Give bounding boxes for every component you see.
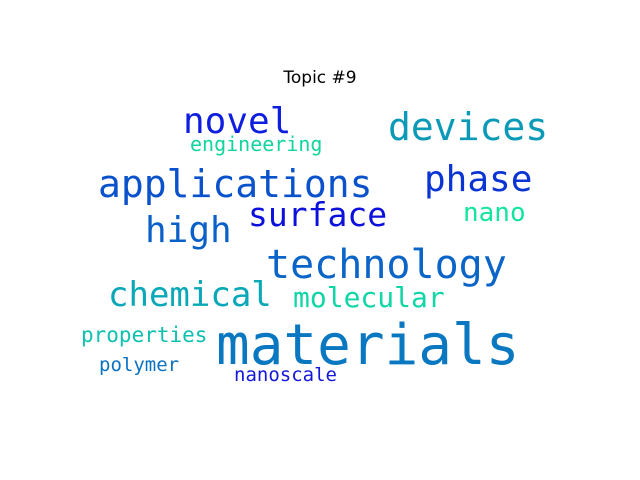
word-applications: applications — [98, 162, 373, 206]
word-devices: devices — [388, 105, 549, 149]
word-novel: novel — [183, 101, 292, 142]
word-engineering: engineering — [190, 132, 323, 156]
word-properties: properties — [81, 323, 208, 347]
word-nano: nano — [463, 198, 526, 228]
word-phase: phase — [424, 159, 533, 200]
figure-title: Topic #9 — [283, 68, 357, 88]
word-nanoscale: nanoscale — [234, 364, 337, 386]
word-materials: materials — [216, 313, 520, 378]
word-polymer: polymer — [99, 354, 180, 376]
word-technology: technology — [266, 242, 507, 288]
word-surface: surface — [248, 195, 388, 234]
word-high: high — [145, 210, 232, 251]
word-molecular: molecular — [293, 281, 445, 314]
word-chemical: chemical — [108, 275, 272, 315]
